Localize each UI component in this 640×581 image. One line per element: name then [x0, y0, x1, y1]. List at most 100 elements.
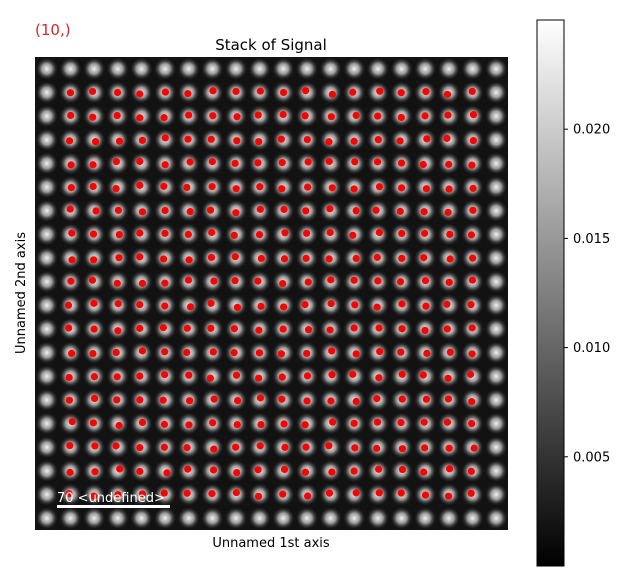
- peak-marker: [91, 468, 99, 476]
- peak-marker: [327, 299, 335, 308]
- peak-marker: [350, 185, 358, 193]
- peak-marker: [325, 138, 333, 146]
- peak-marker: [68, 256, 76, 264]
- peak-marker: [255, 326, 263, 334]
- peak-marker: [423, 349, 431, 357]
- peak-marker: [254, 159, 262, 167]
- peak-marker: [373, 158, 382, 166]
- colorbar-tick-label: 0.010: [573, 341, 610, 356]
- lattice-blob: [153, 57, 177, 81]
- peak-marker: [352, 489, 360, 497]
- lattice-blob: [35, 223, 59, 246]
- peak-marker: [349, 370, 357, 378]
- peak-marker: [115, 254, 123, 262]
- peak-marker: [280, 420, 288, 428]
- peak-marker: [208, 228, 216, 237]
- peak-marker: [186, 208, 194, 216]
- peak-marker: [112, 157, 121, 166]
- peak-marker: [254, 492, 263, 500]
- peak-marker: [446, 230, 454, 238]
- peak-marker: [375, 489, 383, 497]
- lattice-blob: [461, 57, 484, 81]
- peak-marker: [280, 255, 289, 263]
- peak-marker: [420, 253, 428, 262]
- peak-marker: [138, 347, 147, 355]
- peak-marker: [185, 256, 193, 264]
- peak-marker: [374, 112, 382, 120]
- lattice-blob: [35, 152, 59, 175]
- peak-marker: [444, 111, 452, 119]
- lattice-blob: [59, 57, 82, 81]
- peak-marker: [302, 443, 310, 451]
- peak-marker: [469, 206, 477, 214]
- peak-marker: [328, 371, 336, 379]
- lattice-blob: [484, 293, 508, 317]
- peak-marker: [443, 325, 451, 333]
- peak-marker: [233, 113, 241, 121]
- peak-marker: [209, 87, 217, 95]
- peak-marker: [279, 110, 287, 119]
- peak-marker: [186, 158, 194, 166]
- peak-marker: [396, 278, 405, 286]
- scale-bar: 70 <undefined>: [57, 491, 170, 508]
- peak-marker: [419, 160, 427, 169]
- peak-marker: [186, 303, 195, 311]
- peak-marker: [303, 135, 311, 144]
- peak-marker: [325, 157, 333, 166]
- signal-image[interactable]: [35, 57, 508, 530]
- peak-marker: [88, 276, 97, 284]
- peak-marker: [136, 443, 144, 452]
- peak-marker: [467, 231, 476, 239]
- peak-marker: [231, 253, 239, 261]
- scale-bar-line: [57, 505, 170, 508]
- peak-marker: [281, 443, 289, 451]
- peak-marker: [91, 138, 100, 146]
- peak-marker: [326, 205, 334, 213]
- peak-marker: [350, 419, 358, 427]
- lattice-blob: [201, 506, 224, 530]
- peak-marker: [398, 370, 406, 378]
- peak-marker: [445, 278, 453, 286]
- peak-marker: [65, 137, 74, 145]
- peak-marker: [254, 277, 262, 285]
- peak-marker: [66, 442, 74, 450]
- peak-marker: [112, 442, 120, 450]
- peak-marker: [256, 87, 264, 95]
- peak-marker: [328, 418, 337, 426]
- peak-marker: [256, 183, 264, 191]
- peak-marker: [208, 158, 216, 166]
- lattice-blob: [319, 506, 342, 530]
- peak-marker: [421, 444, 429, 452]
- peak-marker: [113, 279, 121, 287]
- lattice-blob: [35, 293, 59, 317]
- peak-marker: [208, 490, 216, 498]
- peak-marker: [207, 324, 215, 332]
- peak-marker: [397, 348, 405, 356]
- peak-marker: [89, 113, 97, 121]
- peak-marker: [136, 300, 144, 309]
- peak-marker: [209, 348, 217, 356]
- peak-marker: [161, 88, 170, 96]
- peak-marker: [136, 253, 144, 261]
- peak-marker: [302, 254, 310, 262]
- lattice-blob: [461, 506, 484, 530]
- peak-marker: [210, 277, 218, 285]
- peak-marker: [184, 276, 193, 284]
- peak-marker: [114, 327, 122, 335]
- peak-marker: [375, 183, 384, 191]
- colorbar-ticks: 0.005 0.010 0.015 0.020: [564, 123, 610, 465]
- peak-marker: [65, 373, 73, 382]
- peak-marker: [207, 135, 215, 143]
- peak-marker: [304, 326, 313, 334]
- peak-marker: [66, 89, 75, 97]
- peak-marker: [138, 208, 147, 216]
- peak-marker: [350, 467, 358, 475]
- lattice-blob: [201, 57, 224, 81]
- peak-marker: [278, 395, 286, 403]
- peak-marker: [303, 397, 311, 405]
- peak-marker: [373, 253, 381, 261]
- peak-marker: [277, 135, 285, 143]
- peak-marker: [90, 492, 98, 500]
- peak-marker: [115, 421, 123, 430]
- lattice-blob: [82, 57, 106, 81]
